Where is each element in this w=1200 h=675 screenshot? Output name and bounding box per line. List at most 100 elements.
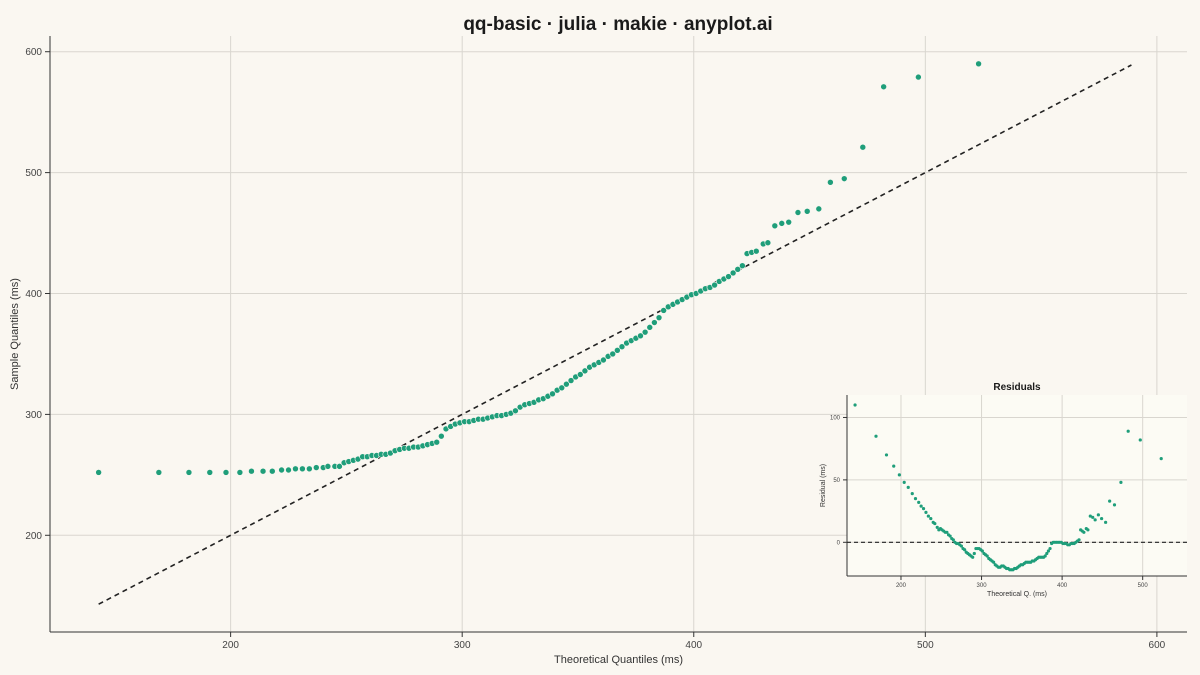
data-point — [278, 466, 285, 474]
residuals-inset: 200 300 400 500 0 50 100 Theoretical Q. (ms) Res… — [820, 382, 1187, 598]
y-tick-label: 100 — [830, 416, 841, 422]
data-point — [1082, 530, 1086, 534]
data-point — [739, 262, 746, 269]
data-point — [971, 555, 975, 559]
data-point — [259, 467, 267, 475]
data-point — [929, 516, 933, 521]
data-point — [1077, 538, 1081, 542]
x-tick-label: 300 — [454, 640, 471, 651]
data-point — [948, 534, 952, 538]
x-tick-label: 600 — [1149, 640, 1166, 651]
data-point — [1112, 503, 1117, 507]
data-point — [581, 367, 589, 375]
data-point — [512, 407, 519, 415]
y-tick-label: 500 — [25, 168, 42, 179]
data-point — [1108, 499, 1112, 503]
data-point — [921, 506, 926, 511]
data-point — [651, 319, 658, 326]
data-point — [935, 525, 939, 529]
data-point — [902, 480, 906, 484]
data-point — [913, 497, 918, 501]
data-point — [853, 403, 857, 407]
data-point — [1088, 514, 1092, 518]
data-point — [248, 467, 255, 475]
data-point — [618, 343, 626, 350]
data-point — [185, 469, 193, 476]
data-point — [803, 207, 811, 215]
data-point — [236, 469, 244, 476]
data-point — [906, 485, 910, 489]
data-point — [840, 175, 848, 182]
data-point — [1126, 429, 1130, 433]
data-point — [794, 209, 802, 216]
data-point — [222, 469, 230, 476]
data-point — [95, 469, 102, 476]
data-point — [752, 247, 760, 255]
data-point — [874, 434, 878, 438]
y-axis-label: Residual (ms) — [820, 464, 827, 507]
x-tick-label: 400 — [1057, 583, 1068, 589]
data-point — [433, 438, 441, 446]
data-point — [637, 332, 644, 340]
data-point — [917, 500, 921, 504]
y-tick-label: 600 — [25, 47, 42, 58]
x-tick-label: 300 — [977, 583, 988, 589]
data-point — [285, 466, 292, 474]
data-point — [926, 514, 930, 518]
chart-title: qq-basic · julia · makie · anyplot.ai — [463, 14, 772, 35]
data-point — [1086, 528, 1090, 532]
x-tick-label: 200 — [222, 640, 239, 651]
data-point — [1045, 551, 1049, 556]
y-axis-label: Sample Quantiles (ms) — [9, 278, 21, 390]
data-point — [600, 356, 607, 364]
data-point — [206, 469, 214, 476]
data-point — [1048, 546, 1052, 551]
data-point — [1159, 457, 1163, 461]
data-point — [980, 549, 984, 553]
y-tick-label: 400 — [25, 289, 42, 300]
data-point — [1046, 549, 1051, 553]
x-tick-label: 500 — [1138, 583, 1149, 589]
data-point — [919, 504, 923, 508]
data-point — [884, 453, 889, 457]
data-point — [299, 465, 306, 473]
data-point — [725, 273, 732, 280]
main-plot-area: 200 300 400 500 600200300400500600Theoretica… — [9, 36, 1187, 666]
data-point — [269, 467, 276, 475]
data-point — [897, 473, 901, 477]
y-tick-label: 50 — [833, 478, 840, 484]
data-point — [711, 281, 718, 289]
data-point — [1093, 518, 1097, 522]
data-point — [827, 178, 834, 186]
data-point — [729, 269, 737, 277]
data-point — [910, 492, 914, 496]
data-point — [975, 60, 982, 68]
data-point — [549, 390, 556, 398]
data-point — [567, 377, 575, 384]
data-point — [933, 521, 937, 526]
data-point — [563, 380, 570, 388]
data-point — [1119, 480, 1123, 484]
data-point — [1096, 513, 1100, 517]
data-point — [1091, 515, 1095, 519]
data-point — [641, 328, 649, 336]
y-tick-label: 200 — [25, 531, 42, 542]
plot-background — [847, 395, 1187, 576]
data-point — [880, 83, 887, 91]
data-point — [1138, 438, 1142, 442]
data-point — [951, 538, 955, 542]
y-tick-label: 300 — [25, 410, 42, 421]
data-point — [764, 239, 772, 247]
data-point — [972, 551, 976, 556]
y-tick-label: 0 — [837, 540, 841, 546]
data-point — [771, 222, 779, 230]
data-point — [1099, 516, 1104, 521]
data-point — [155, 469, 163, 476]
data-point — [778, 220, 786, 227]
data-point — [963, 548, 967, 552]
data-point — [892, 464, 896, 468]
data-point — [1043, 554, 1047, 558]
data-point — [959, 544, 964, 548]
